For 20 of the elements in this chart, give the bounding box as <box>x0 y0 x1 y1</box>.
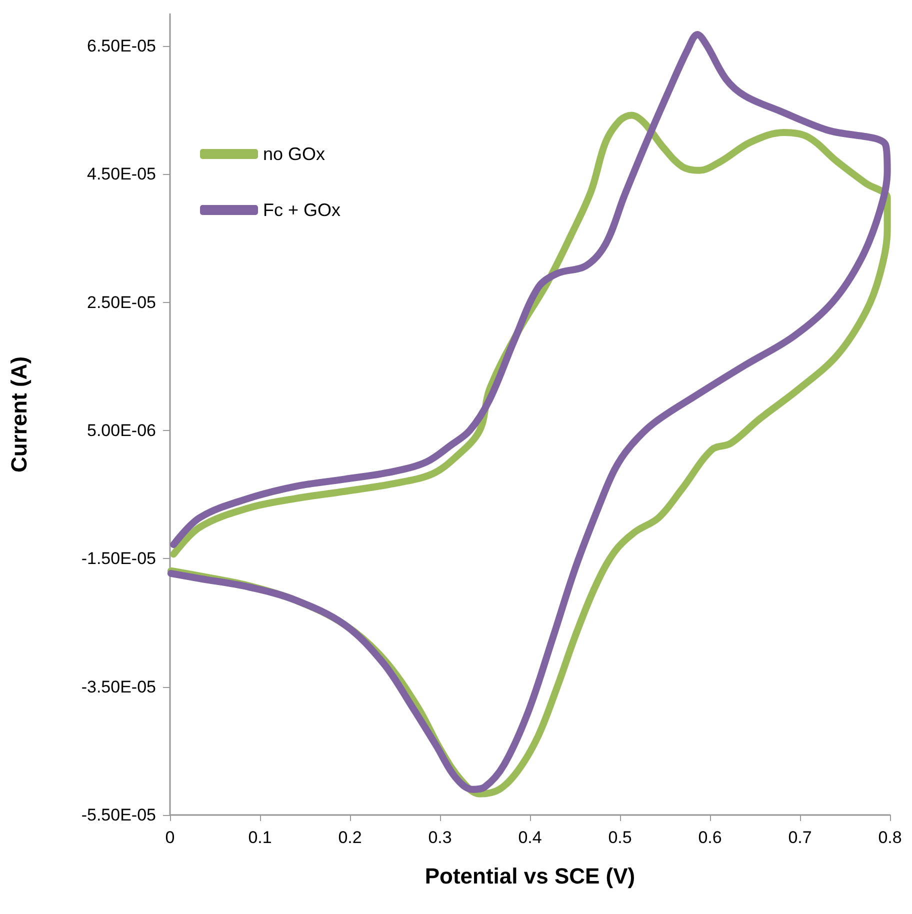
x-tick-label: 0.1 <box>248 828 272 847</box>
y-tick-label: -3.50E-05 <box>81 677 156 696</box>
x-tick-label: 0 <box>165 828 175 847</box>
y-tick-label: -5.50E-05 <box>81 806 156 824</box>
legend-label: Fc + GOx <box>263 200 341 220</box>
y-tick-label: 6.50E-05 <box>87 36 156 56</box>
y-tick-label: 5.00E-06 <box>87 421 156 440</box>
x-tick-label: 0.7 <box>788 828 812 847</box>
y-tick-label: 2.50E-05 <box>87 292 156 312</box>
legend-label: no GOx <box>263 144 326 164</box>
y-tick-label: 4.50E-05 <box>87 164 156 184</box>
x-tick-label: 0.8 <box>878 828 902 847</box>
x-tick-label: 0.5 <box>608 828 632 847</box>
x-tick-label: 0.6 <box>698 828 722 847</box>
y-axis-title: Current (A) <box>6 356 32 473</box>
x-tick-label: 0.3 <box>428 828 452 847</box>
y-tick-label: -1.50E-05 <box>81 549 156 568</box>
x-tick-label: 0.2 <box>338 828 362 847</box>
x-axis-title: Potential vs SCE (V) <box>424 864 636 888</box>
x-tick-label: 0.4 <box>518 828 542 847</box>
